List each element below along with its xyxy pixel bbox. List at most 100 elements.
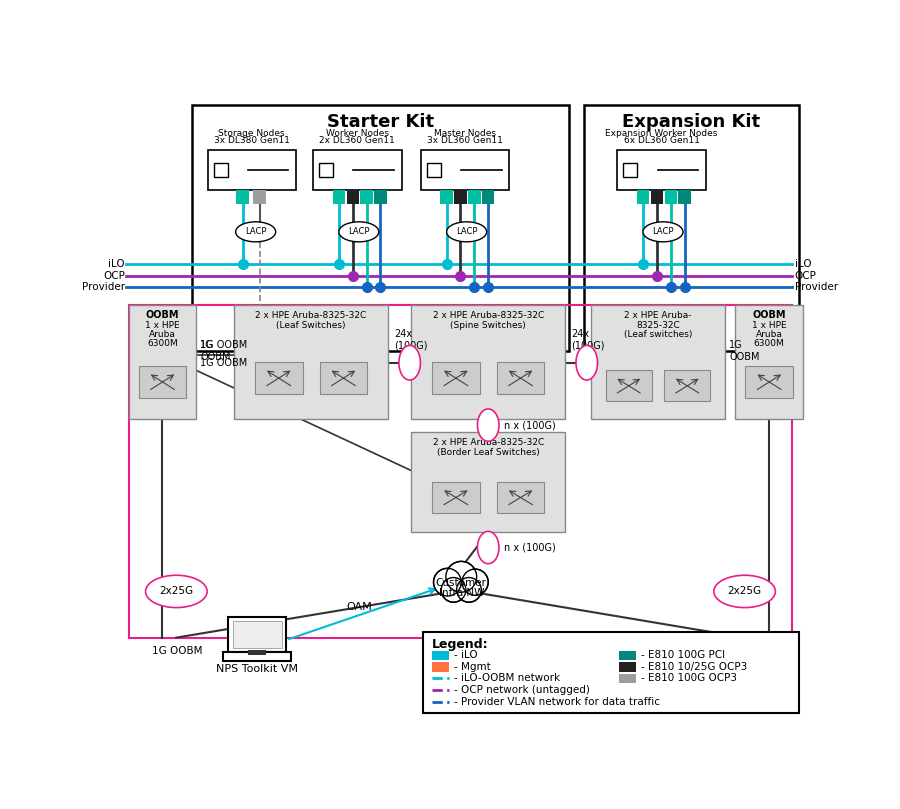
Text: OOBM: OOBM bbox=[752, 310, 786, 320]
Text: n x (100G): n x (100G) bbox=[504, 420, 555, 430]
Text: Aruba: Aruba bbox=[756, 330, 783, 339]
Bar bbox=[248, 650, 266, 655]
Text: 6300M: 6300M bbox=[147, 339, 178, 348]
Text: LACP: LACP bbox=[652, 227, 674, 236]
Ellipse shape bbox=[477, 409, 499, 441]
Text: Storage Nodes: Storage Nodes bbox=[219, 129, 285, 138]
Text: 8325-32C: 8325-32C bbox=[636, 320, 680, 329]
Text: 2 x HPE Aruba-: 2 x HPE Aruba- bbox=[625, 311, 692, 320]
Text: (Border Leaf Switches): (Border Leaf Switches) bbox=[436, 447, 540, 456]
Bar bbox=[313, 150, 401, 190]
Text: 3x DL360 Gen11: 3x DL360 Gen11 bbox=[428, 137, 503, 146]
Bar bbox=[255, 362, 302, 394]
Text: 2 x HPE Aruba-8325-32C: 2 x HPE Aruba-8325-32C bbox=[433, 438, 544, 447]
Ellipse shape bbox=[399, 345, 420, 380]
Text: OCP: OCP bbox=[103, 271, 125, 281]
Text: - E810 100G OCP3: - E810 100G OCP3 bbox=[641, 673, 737, 684]
Text: Aruba: Aruba bbox=[149, 330, 176, 339]
Bar bbox=[432, 650, 449, 660]
Text: Expansion Worker Nodes: Expansion Worker Nodes bbox=[606, 129, 717, 138]
Circle shape bbox=[436, 570, 460, 595]
Text: n x (100G): n x (100G) bbox=[504, 543, 555, 553]
Text: 1G OOBM: 1G OOBM bbox=[200, 358, 248, 368]
Text: 6x DL360 Gen11: 6x DL360 Gen11 bbox=[624, 137, 699, 146]
Bar bbox=[617, 150, 706, 190]
Text: - OCP network (untagged): - OCP network (untagged) bbox=[454, 685, 590, 695]
Text: - Provider VLAN network for data traffic: - Provider VLAN network for data traffic bbox=[454, 697, 660, 706]
Text: LACP: LACP bbox=[245, 227, 266, 236]
Text: Starter Kit: Starter Kit bbox=[327, 112, 434, 131]
Bar bbox=[497, 362, 544, 394]
Text: (Leaf switches): (Leaf switches) bbox=[624, 330, 692, 339]
Text: (Leaf Switches): (Leaf Switches) bbox=[276, 320, 346, 329]
Ellipse shape bbox=[576, 345, 598, 380]
Circle shape bbox=[443, 579, 464, 601]
Text: - Mgmt: - Mgmt bbox=[454, 662, 491, 672]
Circle shape bbox=[456, 578, 482, 602]
Text: 1 x HPE: 1 x HPE bbox=[145, 320, 180, 329]
Text: 2x25G: 2x25G bbox=[159, 587, 194, 596]
Bar bbox=[411, 305, 565, 419]
Ellipse shape bbox=[714, 575, 776, 608]
Bar bbox=[468, 190, 481, 204]
Text: Master Nodes: Master Nodes bbox=[434, 129, 496, 138]
Bar bbox=[192, 105, 569, 351]
Bar bbox=[237, 190, 248, 204]
Text: iLO: iLO bbox=[108, 259, 125, 269]
Bar bbox=[228, 616, 286, 652]
Bar bbox=[679, 190, 690, 204]
Circle shape bbox=[441, 578, 466, 602]
Text: NPS Toolkit VM: NPS Toolkit VM bbox=[216, 664, 298, 674]
Text: OAM: OAM bbox=[346, 602, 372, 612]
Text: Expansion Kit: Expansion Kit bbox=[623, 112, 760, 131]
Text: LACP: LACP bbox=[456, 227, 477, 236]
Bar bbox=[129, 305, 196, 419]
Bar bbox=[432, 663, 449, 671]
Text: Provider: Provider bbox=[82, 282, 125, 292]
Ellipse shape bbox=[446, 222, 487, 242]
Bar bbox=[619, 663, 636, 671]
Text: 2x DL360 Gen11: 2x DL360 Gen11 bbox=[320, 137, 395, 146]
Text: 1G OOBM: 1G OOBM bbox=[483, 646, 534, 656]
Bar bbox=[139, 366, 186, 398]
Text: 24x
(100G): 24x (100G) bbox=[394, 328, 428, 350]
Text: 3x DL380 Gen11: 3x DL380 Gen11 bbox=[214, 137, 290, 146]
Bar bbox=[735, 305, 803, 419]
Bar bbox=[606, 371, 652, 401]
Bar bbox=[421, 150, 509, 190]
Text: 2x25G: 2x25G bbox=[727, 587, 761, 596]
Circle shape bbox=[446, 561, 477, 592]
Bar bbox=[360, 190, 373, 204]
Circle shape bbox=[464, 570, 487, 594]
Bar bbox=[232, 621, 282, 648]
Text: 24x
(100G): 24x (100G) bbox=[572, 328, 605, 350]
Ellipse shape bbox=[643, 222, 683, 242]
Bar bbox=[411, 432, 565, 532]
Text: 1G OOBM: 1G OOBM bbox=[200, 340, 248, 349]
Text: 6300M: 6300M bbox=[754, 339, 785, 348]
Bar bbox=[423, 632, 798, 713]
Bar bbox=[432, 482, 480, 513]
Bar bbox=[333, 190, 345, 204]
Bar bbox=[346, 190, 359, 204]
Text: - E810 10/25G OCP3: - E810 10/25G OCP3 bbox=[641, 662, 747, 672]
Ellipse shape bbox=[236, 222, 275, 242]
Text: Worker Nodes: Worker Nodes bbox=[326, 129, 389, 138]
Text: LACP: LACP bbox=[348, 227, 370, 236]
Circle shape bbox=[447, 563, 475, 591]
Bar bbox=[619, 650, 636, 660]
Text: Infra NW: Infra NW bbox=[438, 588, 484, 598]
Bar bbox=[320, 163, 333, 177]
Bar bbox=[482, 190, 494, 204]
Bar bbox=[254, 190, 266, 204]
Bar bbox=[454, 190, 466, 204]
Text: Customer: Customer bbox=[436, 578, 487, 588]
Text: Provider: Provider bbox=[795, 282, 838, 292]
Text: 1G
OOBM: 1G OOBM bbox=[200, 341, 230, 362]
Circle shape bbox=[458, 579, 480, 601]
Text: 2 x HPE Aruba-8325-32C: 2 x HPE Aruba-8325-32C bbox=[256, 311, 366, 320]
Bar bbox=[432, 362, 480, 394]
Bar bbox=[129, 305, 792, 637]
Bar bbox=[234, 305, 388, 419]
Ellipse shape bbox=[477, 532, 499, 564]
